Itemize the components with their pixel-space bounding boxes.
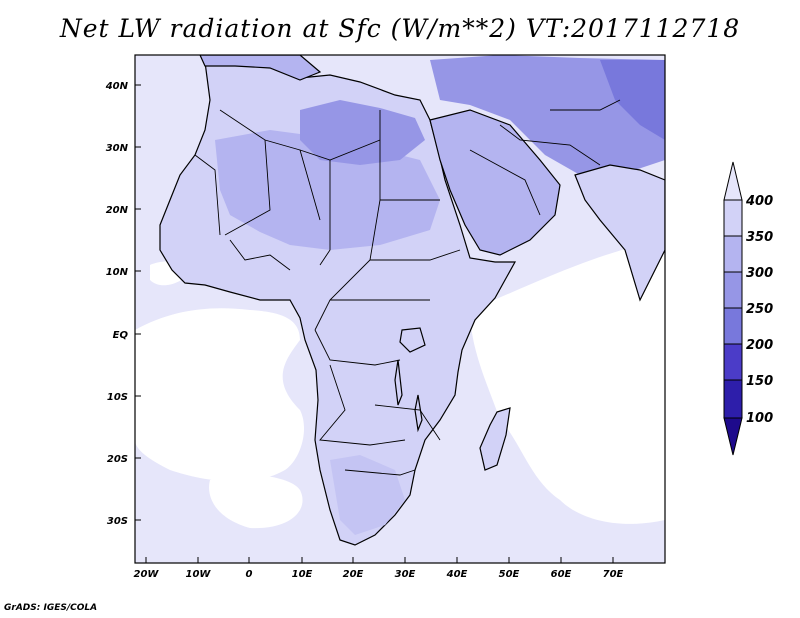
libya-egypt-dark — [300, 100, 425, 165]
lat-label: 20S — [107, 454, 128, 465]
middle-east-land — [430, 55, 665, 175]
lon-label: 20E — [343, 569, 364, 580]
colorbar-label: 150 — [746, 374, 773, 389]
colorbar-bottom-arrow — [723, 417, 743, 456]
himalaya-dark — [600, 60, 665, 140]
colorbar-label: 300 — [746, 266, 773, 281]
colorbar-segment — [723, 199, 743, 237]
lon-label: 10W — [186, 569, 212, 580]
colorbar-label: 400 — [745, 194, 773, 209]
southern-africa-shade — [330, 455, 405, 535]
colorbar-labels: 400 350 300 250 200 150 100 — [745, 194, 773, 426]
lat-label: 40N — [105, 81, 129, 92]
lake-tanganyika — [394, 359, 403, 406]
madagascar-land — [479, 407, 511, 471]
lon-label: 60E — [551, 569, 572, 580]
colorbar-segment — [723, 235, 743, 273]
colorbar-label: 250 — [746, 302, 773, 317]
latitude-axis: 40N 30N 20N 10N EQ 10S 20S 30S — [105, 81, 129, 527]
lat-label: 10S — [107, 392, 128, 403]
radiation-field — [135, 55, 665, 546]
lat-label: 20N — [106, 205, 129, 216]
lat-label: 10N — [106, 267, 129, 278]
lon-label: 70E — [603, 569, 624, 580]
colorbar-segment — [723, 307, 743, 345]
colorbar-segment — [723, 343, 743, 381]
footer-credit: GrADS: IGES/COLA — [4, 603, 98, 613]
cloud-patch-indian-ocean — [470, 240, 665, 524]
lake-victoria — [399, 327, 426, 353]
arabia-land — [429, 109, 561, 256]
colorbar-label: 350 — [746, 230, 773, 245]
colorbar — [723, 161, 743, 456]
cloud-patch-south-atlantic — [209, 474, 303, 529]
latitude-ticks — [135, 84, 141, 521]
lon-label: 20W — [134, 569, 160, 580]
country-borders — [194, 99, 621, 476]
lon-label: 50E — [499, 569, 520, 580]
longitude-axis: 20W 10W 0 10E 20E 30E 40E 50E 60E 70E — [134, 569, 624, 580]
colorbar-label: 200 — [746, 338, 773, 353]
chart-title: Net LW radiation at Sfc (W/m**2) VT:2017… — [59, 14, 741, 43]
lon-label: 40E — [446, 569, 468, 580]
cloud-patch-atlantic — [135, 308, 305, 482]
lon-label: 30E — [395, 569, 416, 580]
colorbar-segment — [723, 271, 743, 309]
colorbar-segment — [723, 379, 743, 419]
longitude-ticks — [145, 557, 614, 563]
europe-land — [199, 55, 322, 81]
lat-label: 30S — [107, 516, 128, 527]
india-land — [574, 164, 665, 302]
lon-label: 0 — [246, 569, 253, 580]
colorbar-label: 100 — [746, 411, 773, 426]
map-frame — [134, 54, 666, 564]
lon-label: 10E — [292, 569, 313, 580]
colorbar-top-arrow — [723, 161, 743, 201]
lat-label: EQ — [113, 330, 129, 341]
lat-label: 30N — [106, 143, 129, 154]
